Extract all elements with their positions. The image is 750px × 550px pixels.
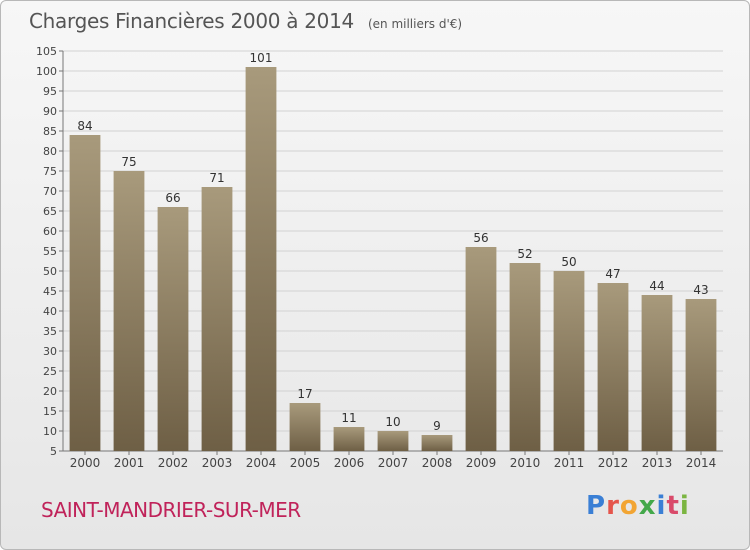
data-label: 47 bbox=[605, 267, 620, 281]
data-label: 52 bbox=[517, 247, 532, 261]
x-tick-label: 2004 bbox=[246, 456, 277, 470]
data-label: 44 bbox=[649, 279, 664, 293]
y-tick-label: 70 bbox=[43, 185, 57, 198]
bar bbox=[157, 207, 189, 451]
logo-letter: t bbox=[666, 491, 680, 521]
y-tick-label: 105 bbox=[36, 45, 57, 58]
bar bbox=[509, 263, 541, 451]
x-tick-label: 2014 bbox=[686, 456, 717, 470]
proxiti-logo: Proxiti bbox=[586, 491, 690, 521]
logo-letter: x bbox=[638, 491, 657, 521]
x-tick-label: 2006 bbox=[334, 456, 365, 470]
logo-letter: i bbox=[679, 491, 690, 521]
data-label: 43 bbox=[693, 283, 708, 297]
bar bbox=[201, 187, 233, 451]
bar bbox=[685, 299, 717, 451]
y-tick-label: 55 bbox=[43, 245, 57, 258]
data-label: 101 bbox=[250, 51, 273, 65]
logo-letter: i bbox=[656, 491, 667, 521]
data-label: 50 bbox=[561, 255, 576, 269]
logo-letter: r bbox=[606, 491, 620, 521]
bar bbox=[69, 135, 101, 451]
y-tick-label: 5 bbox=[50, 445, 57, 458]
y-tick-label: 100 bbox=[36, 65, 57, 78]
logo-letter: P bbox=[586, 491, 607, 521]
bars bbox=[69, 67, 717, 451]
bar bbox=[289, 403, 321, 451]
bar bbox=[641, 295, 673, 451]
x-tick-label: 2009 bbox=[466, 456, 497, 470]
x-tick-label: 2007 bbox=[378, 456, 409, 470]
x-tick-label: 2000 bbox=[70, 456, 101, 470]
x-tick-label: 2002 bbox=[158, 456, 189, 470]
x-tick-label: 2011 bbox=[554, 456, 585, 470]
x-tick-label: 2001 bbox=[114, 456, 145, 470]
logo-letter: o bbox=[619, 491, 639, 521]
bar bbox=[113, 171, 145, 451]
bar bbox=[245, 67, 277, 451]
y-tick-label: 45 bbox=[43, 285, 57, 298]
data-label: 66 bbox=[165, 191, 180, 205]
chart-title-block: Charges Financières 2000 à 2014 (en milli… bbox=[29, 9, 462, 33]
y-tick-label: 35 bbox=[43, 325, 57, 338]
y-tick-label: 80 bbox=[43, 145, 57, 158]
bar bbox=[421, 435, 453, 451]
y-tick-label: 10 bbox=[43, 425, 57, 438]
x-tick-label: 2008 bbox=[422, 456, 453, 470]
data-label: 17 bbox=[297, 387, 312, 401]
bar bbox=[553, 271, 585, 451]
y-tick-label: 25 bbox=[43, 365, 57, 378]
data-label: 11 bbox=[341, 411, 356, 425]
y-tick-label: 75 bbox=[43, 165, 57, 178]
bar bbox=[377, 431, 409, 451]
data-label: 84 bbox=[77, 119, 92, 133]
y-tick-label: 15 bbox=[43, 405, 57, 418]
x-tick-label: 2003 bbox=[202, 456, 233, 470]
y-tick-label: 30 bbox=[43, 345, 57, 358]
y-tick-label: 90 bbox=[43, 105, 57, 118]
x-tick-label: 2013 bbox=[642, 456, 673, 470]
bar bbox=[597, 283, 629, 451]
chart-unit: (en milliers d'€) bbox=[367, 17, 463, 31]
data-label: 71 bbox=[209, 171, 224, 185]
bar bbox=[465, 247, 497, 451]
data-label: 9 bbox=[433, 419, 441, 433]
data-label: 56 bbox=[473, 231, 488, 245]
bar bbox=[333, 427, 365, 451]
data-label: 75 bbox=[121, 155, 136, 169]
x-tick-label: 2005 bbox=[290, 456, 321, 470]
x-tick-label: 2012 bbox=[598, 456, 629, 470]
city-name: SAINT-MANDRIER-SUR-MER bbox=[41, 498, 301, 522]
chart-title: Charges Financières 2000 à 2014 bbox=[29, 9, 354, 33]
y-tick-label: 65 bbox=[43, 205, 57, 218]
y-tick-label: 85 bbox=[43, 125, 57, 138]
y-tick-label: 20 bbox=[43, 385, 57, 398]
y-tick-label: 40 bbox=[43, 305, 57, 318]
labels: 5 10 15 20 25 30 35 40 45 50 55 60 65 70 75 80 85 90 95 100… bbox=[36, 45, 716, 470]
x-tick-label: 2010 bbox=[510, 456, 541, 470]
y-tick-label: 95 bbox=[43, 85, 57, 98]
data-label: 10 bbox=[385, 415, 400, 429]
y-tick-label: 60 bbox=[43, 225, 57, 238]
y-tick-label: 50 bbox=[43, 265, 57, 278]
